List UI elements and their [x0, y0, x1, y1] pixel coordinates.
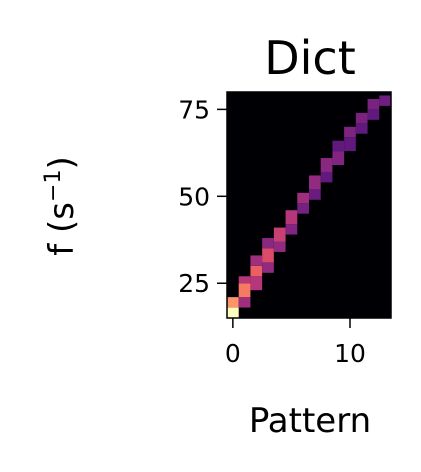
- heatmap-cell: [273, 241, 286, 252]
- heatmap-cell: [262, 262, 274, 273]
- y-axis-label-close: ): [42, 156, 82, 169]
- heatmap-cell: [262, 238, 274, 249]
- heatmap-cell: [262, 248, 274, 263]
- y-axis-label: f (s−1): [41, 156, 82, 255]
- y-tick-label: 50: [178, 182, 210, 211]
- heatmap-cell: [309, 175, 321, 190]
- heatmap-cells: [227, 95, 391, 318]
- heatmap-cell: [250, 255, 263, 266]
- heatmap-cell: [355, 123, 368, 134]
- y-axis-label-text: f (s: [42, 202, 82, 256]
- x-tick-label: 0: [225, 339, 241, 368]
- heatmap-cell: [332, 140, 345, 152]
- heatmap-cell: [320, 158, 333, 172]
- heatmap-cell: [238, 283, 251, 298]
- heatmap-cell: [285, 224, 298, 235]
- heatmap-cell: [238, 276, 251, 284]
- x-tick-label: 10: [334, 339, 366, 368]
- heatmap-cell: [320, 171, 333, 183]
- x-axis-ticks: 0 10: [225, 318, 366, 368]
- y-axis-ticks: 25 50 75: [178, 95, 227, 298]
- heatmap-cell: [344, 137, 356, 152]
- heatmap-cell: [227, 307, 239, 318]
- heatmap-cell: [367, 98, 380, 110]
- heatmap-cell: [238, 297, 251, 308]
- heatmap-cell: [285, 210, 298, 225]
- y-tick-label: 25: [178, 269, 210, 298]
- heatmap-cell: [297, 192, 309, 204]
- heatmap-cell: [273, 227, 286, 242]
- heatmap-cell: [227, 297, 239, 308]
- heatmap-cell: [355, 112, 368, 124]
- heatmap-cell: [379, 95, 391, 106]
- y-tick-label: 75: [178, 95, 210, 124]
- heatmap-cell: [297, 203, 309, 214]
- y-axis-label-superscript: −1: [41, 170, 66, 202]
- heatmap-cell: [309, 189, 321, 200]
- heatmap-cell: [250, 276, 263, 291]
- chart-title: Dict: [264, 31, 356, 85]
- heatmap-cell: [344, 126, 356, 138]
- heatmap-cell: [250, 265, 263, 277]
- plot-frame: [226, 91, 392, 319]
- x-axis-label: Pattern: [249, 401, 371, 441]
- heatmap-cell: [332, 151, 345, 166]
- heatmap-cell: [367, 109, 380, 120]
- plot-area: [226, 91, 392, 319]
